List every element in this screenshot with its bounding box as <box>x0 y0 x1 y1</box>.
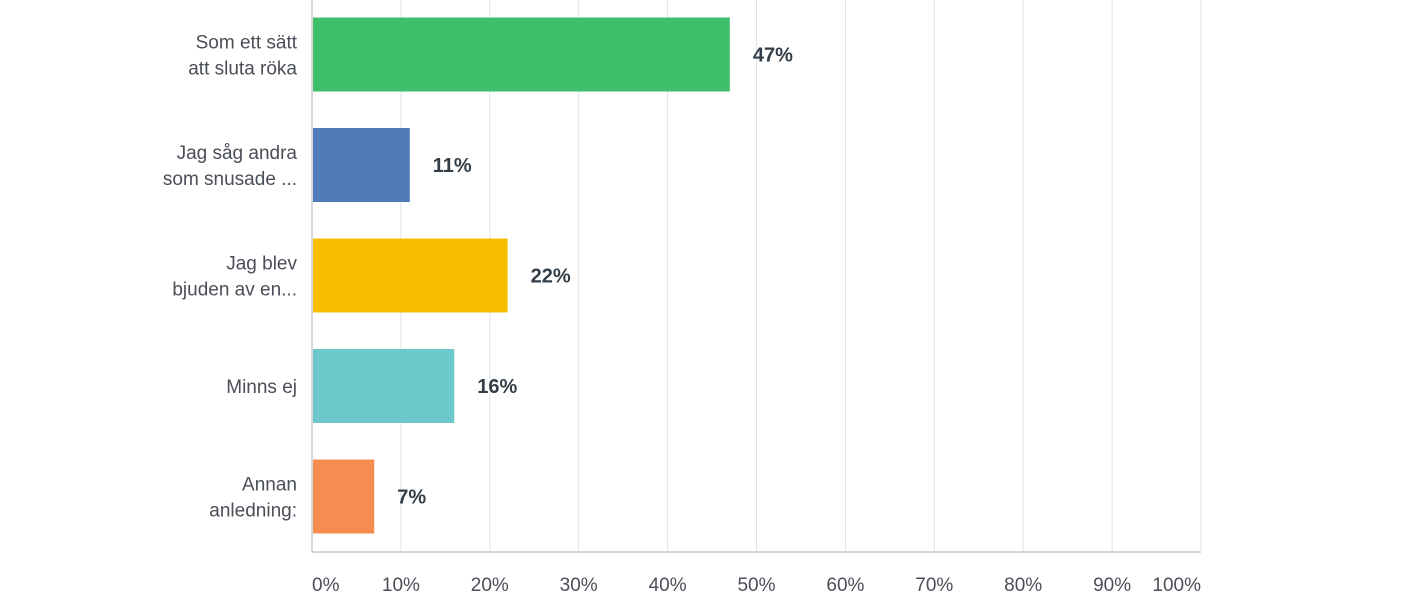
x-tick-label: 60% <box>826 575 864 596</box>
x-tick-label: 20% <box>471 575 509 596</box>
category-label: Jag såg andra <box>177 143 298 164</box>
bar[interactable] <box>313 128 410 202</box>
x-tick-label: 30% <box>560 575 598 596</box>
x-tick-label: 70% <box>915 575 953 596</box>
label-layer: 47% Som ett sätt att sluta röka 11% Jag såg … <box>163 33 793 522</box>
x-tick-label: 0% <box>312 575 340 596</box>
category-label: som snusade ... <box>163 169 297 190</box>
grid-layer <box>400 0 1202 552</box>
bar[interactable] <box>313 238 508 313</box>
bar[interactable] <box>313 17 730 92</box>
bar[interactable] <box>313 349 455 423</box>
data-label: 7% <box>397 487 426 509</box>
bar-layer <box>313 17 730 534</box>
category-label: bjuden av en... <box>172 280 297 301</box>
x-tick-label: 50% <box>737 575 775 596</box>
data-label: 22% <box>531 266 571 288</box>
data-label: 16% <box>477 376 517 398</box>
bar[interactable] <box>313 459 375 534</box>
data-label: 11% <box>433 155 472 177</box>
category-label: Jag blev <box>226 254 297 275</box>
x-tick-label: 10% <box>382 575 420 596</box>
category-label: Som ett sätt <box>196 33 298 54</box>
category-label: anledning: <box>209 501 297 522</box>
x-tick-label: 90% <box>1093 575 1131 596</box>
data-label: 47% <box>753 45 793 67</box>
category-label: Minns ej <box>226 377 297 398</box>
x-tick-label: 100% <box>1152 575 1201 596</box>
x-tick-label: 40% <box>649 575 687 596</box>
x-tick-label: 80% <box>1004 575 1042 596</box>
category-label: att sluta röka <box>188 59 297 80</box>
category-label: Annan <box>242 475 297 496</box>
axis-layer: 0% 10% 20% 30% 40% 50% 60% 70% 80% 90% 100% <box>311 0 1201 596</box>
